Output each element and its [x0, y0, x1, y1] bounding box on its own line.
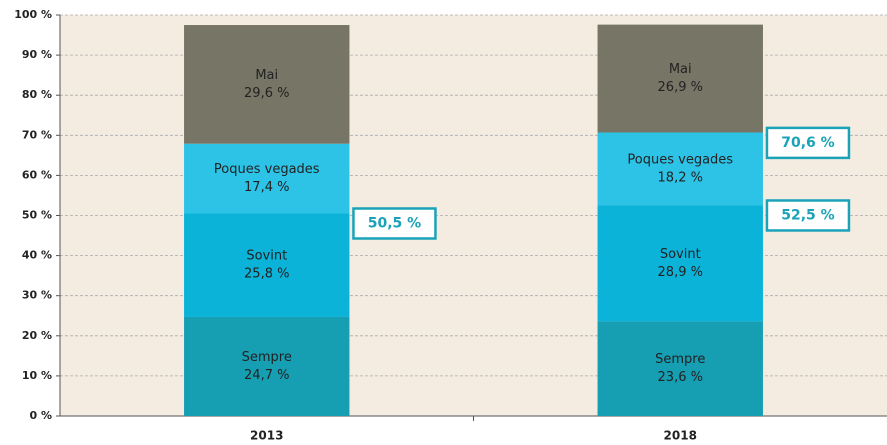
data-label: 26,9 %	[658, 80, 703, 95]
y-tick-label: 0 %	[29, 409, 52, 422]
segment-name: Poques vegades	[627, 152, 733, 167]
data-label: 23,6 %	[658, 370, 703, 385]
data-label: 25,8 %	[244, 267, 289, 282]
bar-segment	[597, 132, 763, 206]
annotation-label: 50,5 %	[368, 215, 421, 231]
y-tick-label: 80 %	[22, 88, 52, 101]
y-tick-label: 100 %	[14, 8, 52, 21]
annotation-box	[765, 199, 851, 232]
y-tick-label: 60 %	[22, 168, 52, 181]
bar-segment	[184, 213, 350, 317]
segment-name: Sovint	[246, 249, 287, 264]
y-tick-label: 40 %	[22, 249, 52, 262]
y-tick-label: 10 %	[22, 369, 52, 382]
bar-segment	[184, 25, 350, 144]
segment-name: Sovint	[660, 247, 701, 262]
x-tick-label: 2013	[250, 429, 283, 443]
bar-segment	[184, 143, 350, 214]
data-label: 18,2 %	[658, 170, 703, 185]
bar-segment	[184, 316, 350, 416]
segment-name: Sempre	[242, 350, 292, 365]
annotation-label: 70,6 %	[781, 135, 834, 151]
bar-segment	[597, 24, 763, 133]
segment-name: Sempre	[655, 352, 705, 367]
annotation-label: 52,5 %	[781, 207, 834, 223]
bar-segment	[597, 205, 763, 322]
segment-name: Mai	[255, 68, 278, 83]
segment-name: Mai	[669, 62, 692, 77]
data-label: 28,9 %	[658, 265, 703, 280]
data-label: 24,7 %	[244, 368, 289, 383]
data-label: 29,6 %	[244, 86, 289, 101]
y-tick-label: 50 %	[22, 209, 52, 222]
annotation-box	[765, 126, 851, 160]
bar-segment	[597, 321, 763, 416]
y-tick-label: 30 %	[22, 289, 52, 302]
y-tick-label: 70 %	[22, 128, 52, 141]
x-tick-label: 2018	[664, 429, 697, 443]
segment-name: Poques vegades	[214, 162, 320, 177]
y-tick-label: 20 %	[22, 329, 52, 342]
data-label: 17,4 %	[244, 180, 289, 195]
y-tick-label: 90 %	[22, 48, 52, 61]
annotation-box	[352, 207, 437, 240]
